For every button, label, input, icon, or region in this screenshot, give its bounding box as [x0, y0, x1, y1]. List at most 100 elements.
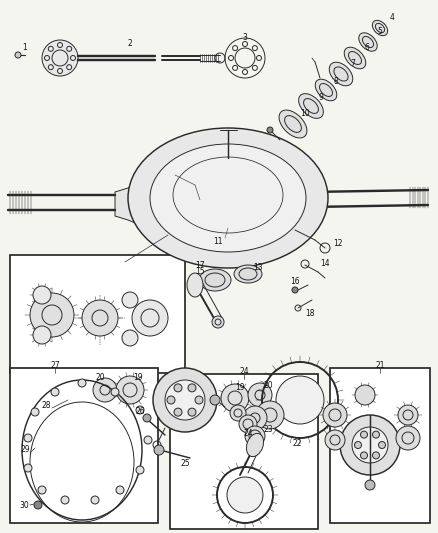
Circle shape: [143, 414, 151, 422]
Circle shape: [61, 496, 69, 504]
Circle shape: [230, 405, 246, 421]
Circle shape: [195, 396, 203, 404]
Circle shape: [227, 477, 263, 513]
Text: 17: 17: [195, 262, 205, 271]
Text: 29: 29: [20, 446, 30, 455]
Circle shape: [82, 300, 118, 336]
Text: 4: 4: [389, 13, 395, 22]
Circle shape: [243, 406, 267, 430]
Circle shape: [136, 466, 144, 474]
Circle shape: [33, 326, 51, 344]
Circle shape: [153, 368, 217, 432]
Ellipse shape: [315, 79, 337, 101]
Circle shape: [245, 426, 265, 446]
Circle shape: [122, 330, 138, 346]
Circle shape: [340, 415, 400, 475]
Circle shape: [372, 431, 379, 438]
Circle shape: [165, 380, 205, 420]
Ellipse shape: [128, 128, 328, 268]
Circle shape: [132, 300, 168, 336]
Bar: [170, 374, 318, 529]
Ellipse shape: [279, 110, 307, 138]
PathPatch shape: [115, 175, 155, 228]
Circle shape: [24, 464, 32, 472]
Circle shape: [38, 486, 46, 494]
Text: 27: 27: [50, 360, 60, 369]
Circle shape: [276, 376, 324, 424]
Ellipse shape: [187, 273, 203, 297]
Circle shape: [256, 401, 284, 429]
Text: 13: 13: [253, 263, 263, 272]
Circle shape: [33, 286, 51, 304]
Circle shape: [352, 427, 388, 463]
Text: 24: 24: [239, 367, 249, 376]
Circle shape: [210, 395, 220, 405]
Text: 18: 18: [305, 310, 315, 319]
Text: 21: 21: [375, 360, 385, 369]
Circle shape: [174, 408, 182, 416]
Circle shape: [154, 445, 164, 455]
Circle shape: [122, 292, 138, 308]
Circle shape: [174, 384, 182, 392]
Text: 10: 10: [300, 109, 310, 118]
Circle shape: [167, 396, 175, 404]
Circle shape: [323, 403, 347, 427]
Circle shape: [360, 431, 367, 438]
Circle shape: [365, 480, 375, 490]
Text: 28: 28: [41, 400, 51, 409]
Circle shape: [30, 293, 74, 337]
Text: 5: 5: [378, 28, 382, 36]
Circle shape: [111, 388, 119, 396]
Text: 30: 30: [19, 500, 29, 510]
Circle shape: [188, 408, 196, 416]
Circle shape: [212, 316, 224, 328]
Text: 24: 24: [243, 429, 253, 438]
Text: 23: 23: [263, 425, 273, 434]
Ellipse shape: [344, 47, 366, 69]
Circle shape: [116, 376, 144, 404]
Circle shape: [51, 388, 59, 396]
Circle shape: [267, 127, 273, 133]
Circle shape: [42, 40, 78, 76]
Circle shape: [372, 452, 379, 459]
Circle shape: [144, 436, 152, 444]
Circle shape: [15, 52, 21, 58]
Circle shape: [355, 385, 375, 405]
Text: 20: 20: [95, 373, 105, 382]
Bar: [10, 255, 185, 373]
Ellipse shape: [247, 433, 264, 457]
Circle shape: [116, 486, 124, 494]
Text: 1: 1: [23, 43, 27, 52]
Ellipse shape: [299, 94, 323, 118]
Text: 19: 19: [235, 384, 245, 392]
Circle shape: [354, 441, 361, 448]
Circle shape: [325, 430, 345, 450]
Circle shape: [188, 384, 196, 392]
PathPatch shape: [285, 178, 310, 222]
Text: 6: 6: [364, 44, 369, 52]
Text: 25: 25: [180, 459, 190, 469]
Circle shape: [221, 384, 249, 412]
Text: 11: 11: [213, 238, 223, 246]
Ellipse shape: [234, 265, 262, 283]
Text: 3: 3: [243, 33, 247, 42]
Ellipse shape: [199, 269, 231, 291]
Ellipse shape: [329, 62, 353, 86]
Text: 2: 2: [127, 39, 132, 49]
Circle shape: [378, 441, 385, 448]
Circle shape: [398, 405, 418, 425]
Ellipse shape: [359, 33, 377, 51]
Text: 12: 12: [333, 239, 343, 248]
Text: 9: 9: [318, 93, 323, 102]
Circle shape: [93, 378, 117, 402]
Text: 8: 8: [334, 77, 339, 86]
Text: 20: 20: [263, 381, 273, 390]
Circle shape: [292, 287, 298, 293]
Ellipse shape: [372, 20, 388, 36]
Circle shape: [136, 406, 144, 414]
Text: 7: 7: [350, 60, 356, 69]
Bar: [10, 368, 158, 523]
Circle shape: [360, 452, 367, 459]
Circle shape: [239, 415, 257, 433]
Bar: [330, 368, 430, 523]
